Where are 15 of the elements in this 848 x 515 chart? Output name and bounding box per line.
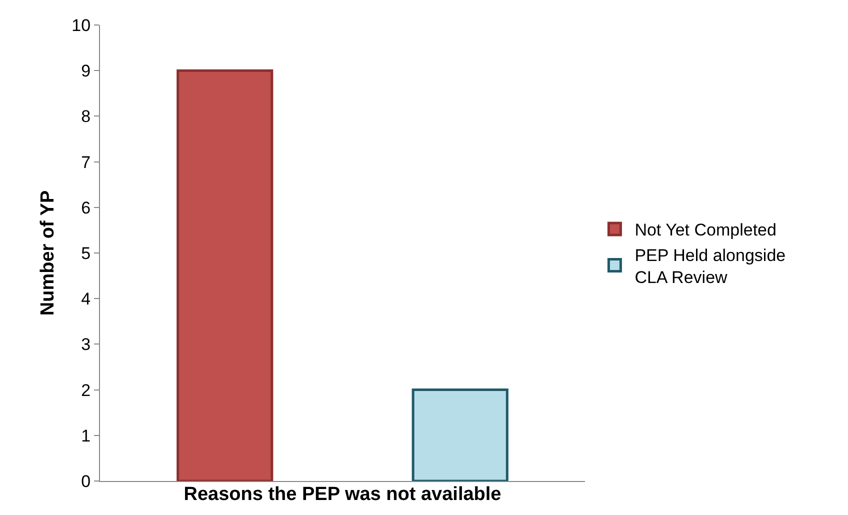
y-tick-label: 0 bbox=[81, 472, 91, 491]
y-tick-label: 2 bbox=[81, 380, 91, 400]
y-tick-label: 5 bbox=[81, 244, 91, 263]
legend-label: Not Yet Completed bbox=[634, 220, 776, 240]
y-tick-label: 7 bbox=[81, 152, 91, 172]
y-axis-title: Number of YP bbox=[38, 190, 59, 316]
y-tick-label: 9 bbox=[81, 62, 91, 81]
y-tick-label: 4 bbox=[81, 290, 91, 309]
y-tick-label: 6 bbox=[81, 198, 91, 218]
legend-label: PEP Held alongside CLA Review bbox=[634, 246, 786, 287]
y-tick-label: 8 bbox=[81, 107, 91, 126]
y-tick-label: 10 bbox=[72, 16, 91, 35]
y-tick-label: 1 bbox=[81, 426, 91, 446]
x-axis-title: Reasons the PEP was not available bbox=[184, 484, 502, 506]
y-tick-label: 3 bbox=[81, 335, 91, 354]
